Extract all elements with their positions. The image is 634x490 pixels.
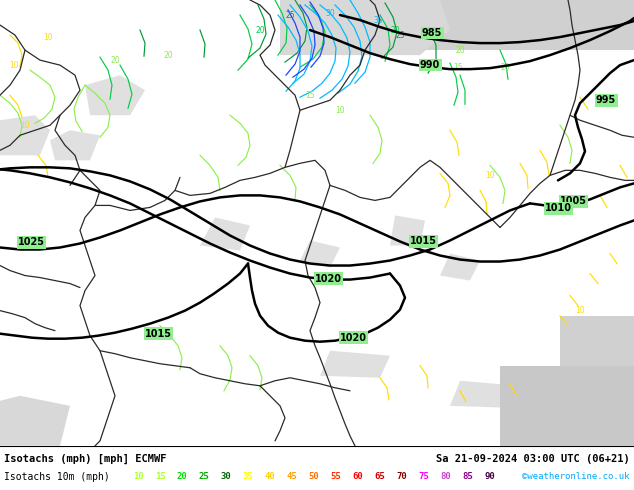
Polygon shape <box>450 381 520 408</box>
Text: 15: 15 <box>155 472 165 482</box>
Text: 25: 25 <box>198 472 209 482</box>
Text: 20: 20 <box>163 50 173 60</box>
Text: 20: 20 <box>455 46 465 54</box>
Polygon shape <box>200 218 250 250</box>
Text: Sa 21-09-2024 03:00 UTC (06+21): Sa 21-09-2024 03:00 UTC (06+21) <box>436 454 630 464</box>
Text: 1025: 1025 <box>18 238 45 247</box>
Text: 1020: 1020 <box>315 273 342 284</box>
Polygon shape <box>560 316 634 366</box>
Text: 985: 985 <box>422 28 443 38</box>
Text: 10: 10 <box>335 106 345 115</box>
Text: 85: 85 <box>463 472 474 482</box>
Text: 65: 65 <box>375 472 385 482</box>
Text: 25: 25 <box>285 10 295 20</box>
Text: 10: 10 <box>485 171 495 180</box>
Text: 70: 70 <box>397 472 408 482</box>
Text: 1010: 1010 <box>545 203 572 214</box>
Text: 15: 15 <box>453 63 463 72</box>
Text: 30: 30 <box>221 472 231 482</box>
Text: 1005: 1005 <box>560 196 587 206</box>
Polygon shape <box>390 216 425 245</box>
Polygon shape <box>300 241 340 268</box>
Polygon shape <box>0 396 70 446</box>
Polygon shape <box>390 0 634 50</box>
Text: 10: 10 <box>43 32 53 42</box>
Text: 55: 55 <box>330 472 341 482</box>
Polygon shape <box>0 115 50 155</box>
Text: 90: 90 <box>484 472 495 482</box>
Text: Isotachs 10m (mph): Isotachs 10m (mph) <box>4 472 110 482</box>
Text: 1015: 1015 <box>410 237 437 246</box>
Text: 20: 20 <box>390 25 400 35</box>
Polygon shape <box>440 253 480 281</box>
Text: 25: 25 <box>395 30 405 40</box>
Text: 10: 10 <box>575 306 585 315</box>
Text: 1020: 1020 <box>340 333 367 343</box>
Text: 990: 990 <box>420 60 440 70</box>
Text: Isotachs (mph) [mph] ECMWF: Isotachs (mph) [mph] ECMWF <box>4 454 167 464</box>
Text: 10: 10 <box>9 61 19 70</box>
Text: 20: 20 <box>256 25 265 35</box>
Text: 20: 20 <box>500 63 510 72</box>
Text: 75: 75 <box>418 472 429 482</box>
Text: 45: 45 <box>287 472 297 482</box>
Text: 20: 20 <box>177 472 188 482</box>
Text: 30: 30 <box>325 8 335 18</box>
Text: 20: 20 <box>110 56 120 65</box>
Polygon shape <box>280 0 450 55</box>
Text: 1015: 1015 <box>145 329 172 339</box>
Polygon shape <box>50 130 100 160</box>
Text: ©weatheronline.co.uk: ©weatheronline.co.uk <box>522 472 630 482</box>
Polygon shape <box>320 351 390 378</box>
Polygon shape <box>85 75 145 115</box>
Text: 80: 80 <box>441 472 451 482</box>
Text: 30: 30 <box>373 16 383 24</box>
Text: 995: 995 <box>596 95 616 105</box>
Polygon shape <box>500 366 634 446</box>
Polygon shape <box>560 406 634 436</box>
Text: 60: 60 <box>353 472 363 482</box>
Text: 40: 40 <box>264 472 275 482</box>
Text: 15: 15 <box>305 91 315 99</box>
Text: 10: 10 <box>133 472 143 482</box>
Text: 10: 10 <box>20 121 30 130</box>
Text: 50: 50 <box>309 472 320 482</box>
Text: 35: 35 <box>243 472 254 482</box>
